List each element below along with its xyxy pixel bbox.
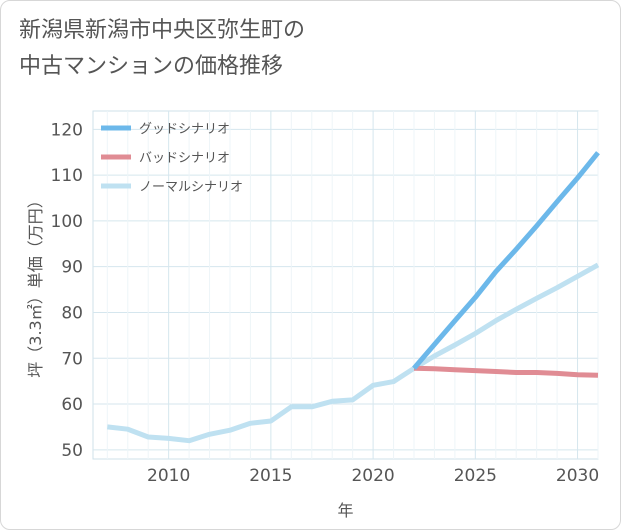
- series-line-0: [412, 151, 600, 370]
- x-tick-label: 2030: [556, 466, 599, 486]
- series-line-1: [413, 365, 599, 378]
- y-tick-label: 110: [51, 166, 83, 186]
- y-tick-label: 70: [61, 349, 83, 369]
- chart-title-line-2: 中古マンションの価格推移: [19, 54, 284, 79]
- axes: 50 60 70 80 90 100 110 120 2010 2015 2020 2025 2030: [51, 120, 600, 486]
- chart-title: 新潟県新潟市中央区弥生町の 中古マンションの価格推移: [19, 13, 439, 85]
- y-tick-label: 100: [51, 212, 83, 232]
- x-tick-label: 2020: [351, 466, 394, 486]
- series-line-2: [107, 262, 600, 444]
- y-tick-label: 60: [61, 395, 83, 415]
- series-lines: [107, 151, 600, 444]
- y-axis-title: 坪（3.3㎡）単価（万円）: [26, 192, 45, 377]
- legend-label-2: ノーマルシナリオ: [139, 180, 243, 195]
- y-tick-label: 90: [61, 258, 83, 278]
- x-axis-title: 年: [337, 501, 353, 520]
- x-tick-label: 2010: [147, 466, 190, 486]
- axis-labels: 年 坪（3.3㎡）単価（万円）: [26, 192, 354, 520]
- y-tick-label: 120: [51, 120, 83, 140]
- chart-title-line-1: 新潟県新潟市中央区弥生町の: [19, 18, 306, 43]
- legend-label-1: バッドシナリオ: [139, 151, 230, 166]
- x-tick-label: 2015: [249, 466, 292, 486]
- y-tick-label: 80: [61, 303, 83, 323]
- x-tick-label: 2025: [454, 466, 497, 486]
- legend-label-0: グッドシナリオ: [139, 122, 230, 137]
- y-tick-label: 50: [61, 441, 83, 461]
